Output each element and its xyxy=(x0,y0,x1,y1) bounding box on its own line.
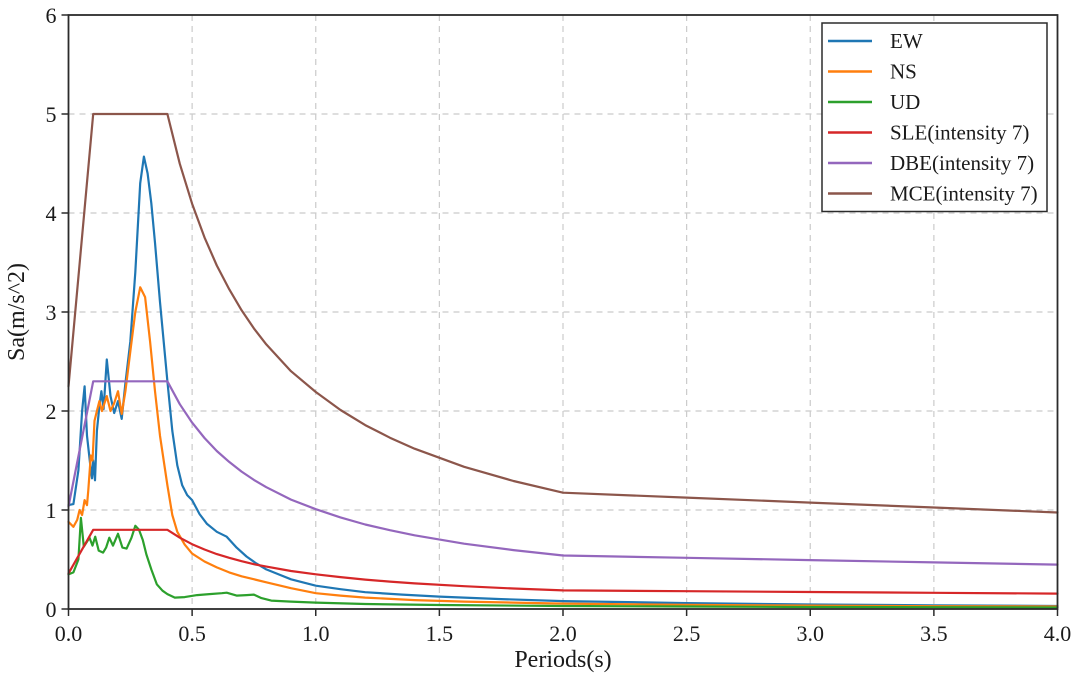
y-tick-label: 5 xyxy=(46,102,57,127)
legend-label: UD xyxy=(890,90,920,114)
x-tick-label: 2.0 xyxy=(549,621,577,646)
y-tick-label: 1 xyxy=(46,498,57,523)
x-tick-label: 4.0 xyxy=(1044,621,1072,646)
legend-label: EW xyxy=(890,29,923,53)
y-axis-label: Sa(m/s^2) xyxy=(4,263,30,361)
series-line-ew xyxy=(67,155,1059,608)
x-tick-label: 3.5 xyxy=(920,621,948,646)
y-tick-label: 2 xyxy=(46,399,57,424)
x-axis-label: Periods(s) xyxy=(514,647,611,673)
series-line-dbe-intensity-7 xyxy=(67,380,1059,566)
y-tick-label: 0 xyxy=(46,597,57,622)
chart-root: 0.0 0.5 1.0 1.5 2.0 2.5 3.0 3.5 4.0 0 1 2 3 4 5 6 EW NS UD… xyxy=(46,3,1072,646)
series-line-mce-intensity-7 xyxy=(67,112,1059,514)
x-tick-label: 0.0 xyxy=(55,621,83,646)
series-line-ns xyxy=(67,286,1059,608)
y-tick-label: 3 xyxy=(46,300,57,325)
x-tick-label: 1.5 xyxy=(426,621,454,646)
legend-label: MCE(intensity 7) xyxy=(890,182,1038,206)
x-tick-label: 0.5 xyxy=(178,621,206,646)
legend-label: DBE(intensity 7) xyxy=(890,151,1034,175)
legend-box xyxy=(821,22,1048,213)
legend-label: NS xyxy=(890,60,917,84)
y-tick-label: 4 xyxy=(46,201,57,226)
series-line-ud xyxy=(67,516,1059,609)
x-tick-label: 2.5 xyxy=(673,621,701,646)
x-tick-label: 3.0 xyxy=(797,621,825,646)
x-tick-label: 1.0 xyxy=(302,621,330,646)
series-line-sle-intensity-7 xyxy=(67,528,1059,595)
y-tick-label: 6 xyxy=(46,3,57,28)
legend-label: SLE(intensity 7) xyxy=(890,121,1029,145)
